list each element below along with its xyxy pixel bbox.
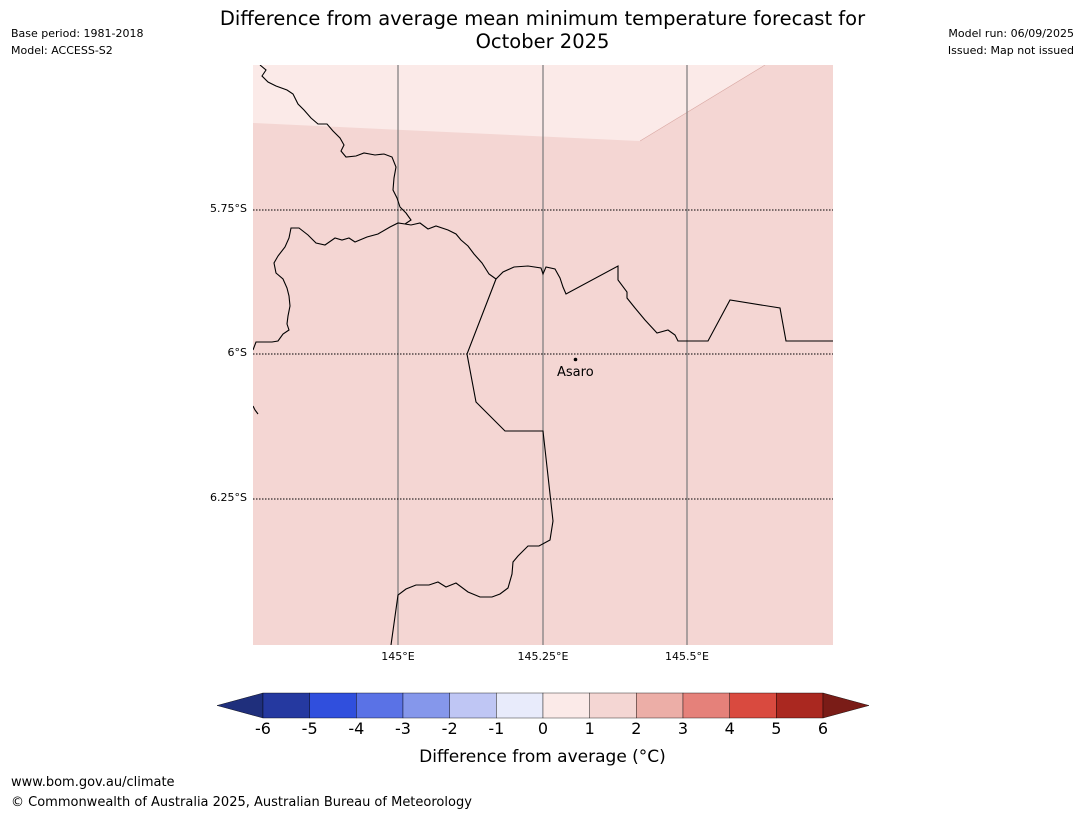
- anomaly-region-0-1: [253, 65, 765, 141]
- colorbar-tick-label: -5: [301, 719, 318, 738]
- contour-line: [639, 65, 766, 142]
- colorbar-tick-label: -2: [441, 719, 458, 738]
- colorbar-cell: [589, 692, 637, 719]
- colorbar-cell: [356, 692, 404, 719]
- colorbar-tick-label: -6: [255, 719, 271, 738]
- title-line-2: October 2025: [475, 30, 610, 53]
- model-name: Model: ACCESS-S2: [11, 44, 113, 57]
- border-west-fragment: [253, 405, 259, 415]
- meta-right: Model run: 06/09/2025 Issued: Map not is…: [948, 25, 1074, 59]
- colorbar-cell: [542, 692, 590, 719]
- map-title: Difference from average mean minimum tem…: [180, 7, 905, 53]
- colorbar-cell: [776, 692, 824, 719]
- title-line-1: Difference from average mean minimum tem…: [219, 7, 866, 30]
- colorbar-label: Difference from average (°C): [419, 747, 666, 767]
- colorbar-tick-label: 2: [631, 719, 642, 738]
- colorbar-tick-label: -3: [395, 719, 411, 738]
- colorbar-cell: [682, 692, 730, 719]
- colorbar-cell: [729, 692, 777, 719]
- colorbar-cell: [309, 692, 357, 719]
- lat-label-5-75: 5.75°S: [210, 202, 247, 215]
- footer-url: www.bom.gov.au/climate: [11, 775, 175, 790]
- place-label-asaro: Asaro: [557, 365, 594, 380]
- border-central: [253, 222, 406, 351]
- colorbar-tick-label: 6: [817, 719, 829, 738]
- colorbar-tick-label: 3: [677, 719, 689, 738]
- lon-label-145: 145°E: [381, 650, 415, 663]
- model-run: Model run: 06/09/2025: [948, 27, 1074, 40]
- meta-left: Base period: 1981-2018 Model: ACCESS-S2: [11, 25, 143, 59]
- colorbar-cell: [449, 692, 497, 719]
- colorbar-cells: [262, 692, 824, 719]
- colorbar-over-arrow: [822, 692, 870, 719]
- colorbar-tick-label: 1: [584, 719, 595, 738]
- footer-copyright: © Commonwealth of Australia 2025, Austra…: [11, 795, 472, 810]
- colorbar-under-arrow: [216, 692, 264, 719]
- border-east: [404, 222, 833, 342]
- colorbar-tick-label: 5: [771, 719, 782, 738]
- province-borders: [253, 65, 833, 645]
- colorbar-cell: [262, 692, 310, 719]
- asaro-marker: [573, 357, 578, 362]
- colorbar-tick-label: 4: [724, 719, 735, 738]
- lat-label-6: 6°S: [227, 346, 247, 359]
- base-period: Base period: 1981-2018: [11, 27, 144, 40]
- border-south: [390, 278, 554, 645]
- colorbar-cell: [636, 692, 684, 719]
- border-north: [259, 65, 412, 225]
- meridian-lines: [397, 65, 688, 645]
- lon-label-145-5: 145.5°E: [665, 650, 709, 663]
- colorbar-tick-label: 0: [537, 719, 549, 738]
- colorbar-tick-label: -4: [348, 719, 365, 738]
- colorbar-tick-label: -1: [488, 719, 505, 738]
- lat-label-6-25: 6.25°S: [210, 491, 247, 504]
- colorbar-cell: [402, 692, 450, 719]
- lon-label-145-25: 145.25°E: [517, 650, 569, 663]
- colorbar-cell: [496, 692, 544, 719]
- issued-status: Issued: Map not issued: [947, 44, 1074, 57]
- parallel-lines: [253, 209, 833, 500]
